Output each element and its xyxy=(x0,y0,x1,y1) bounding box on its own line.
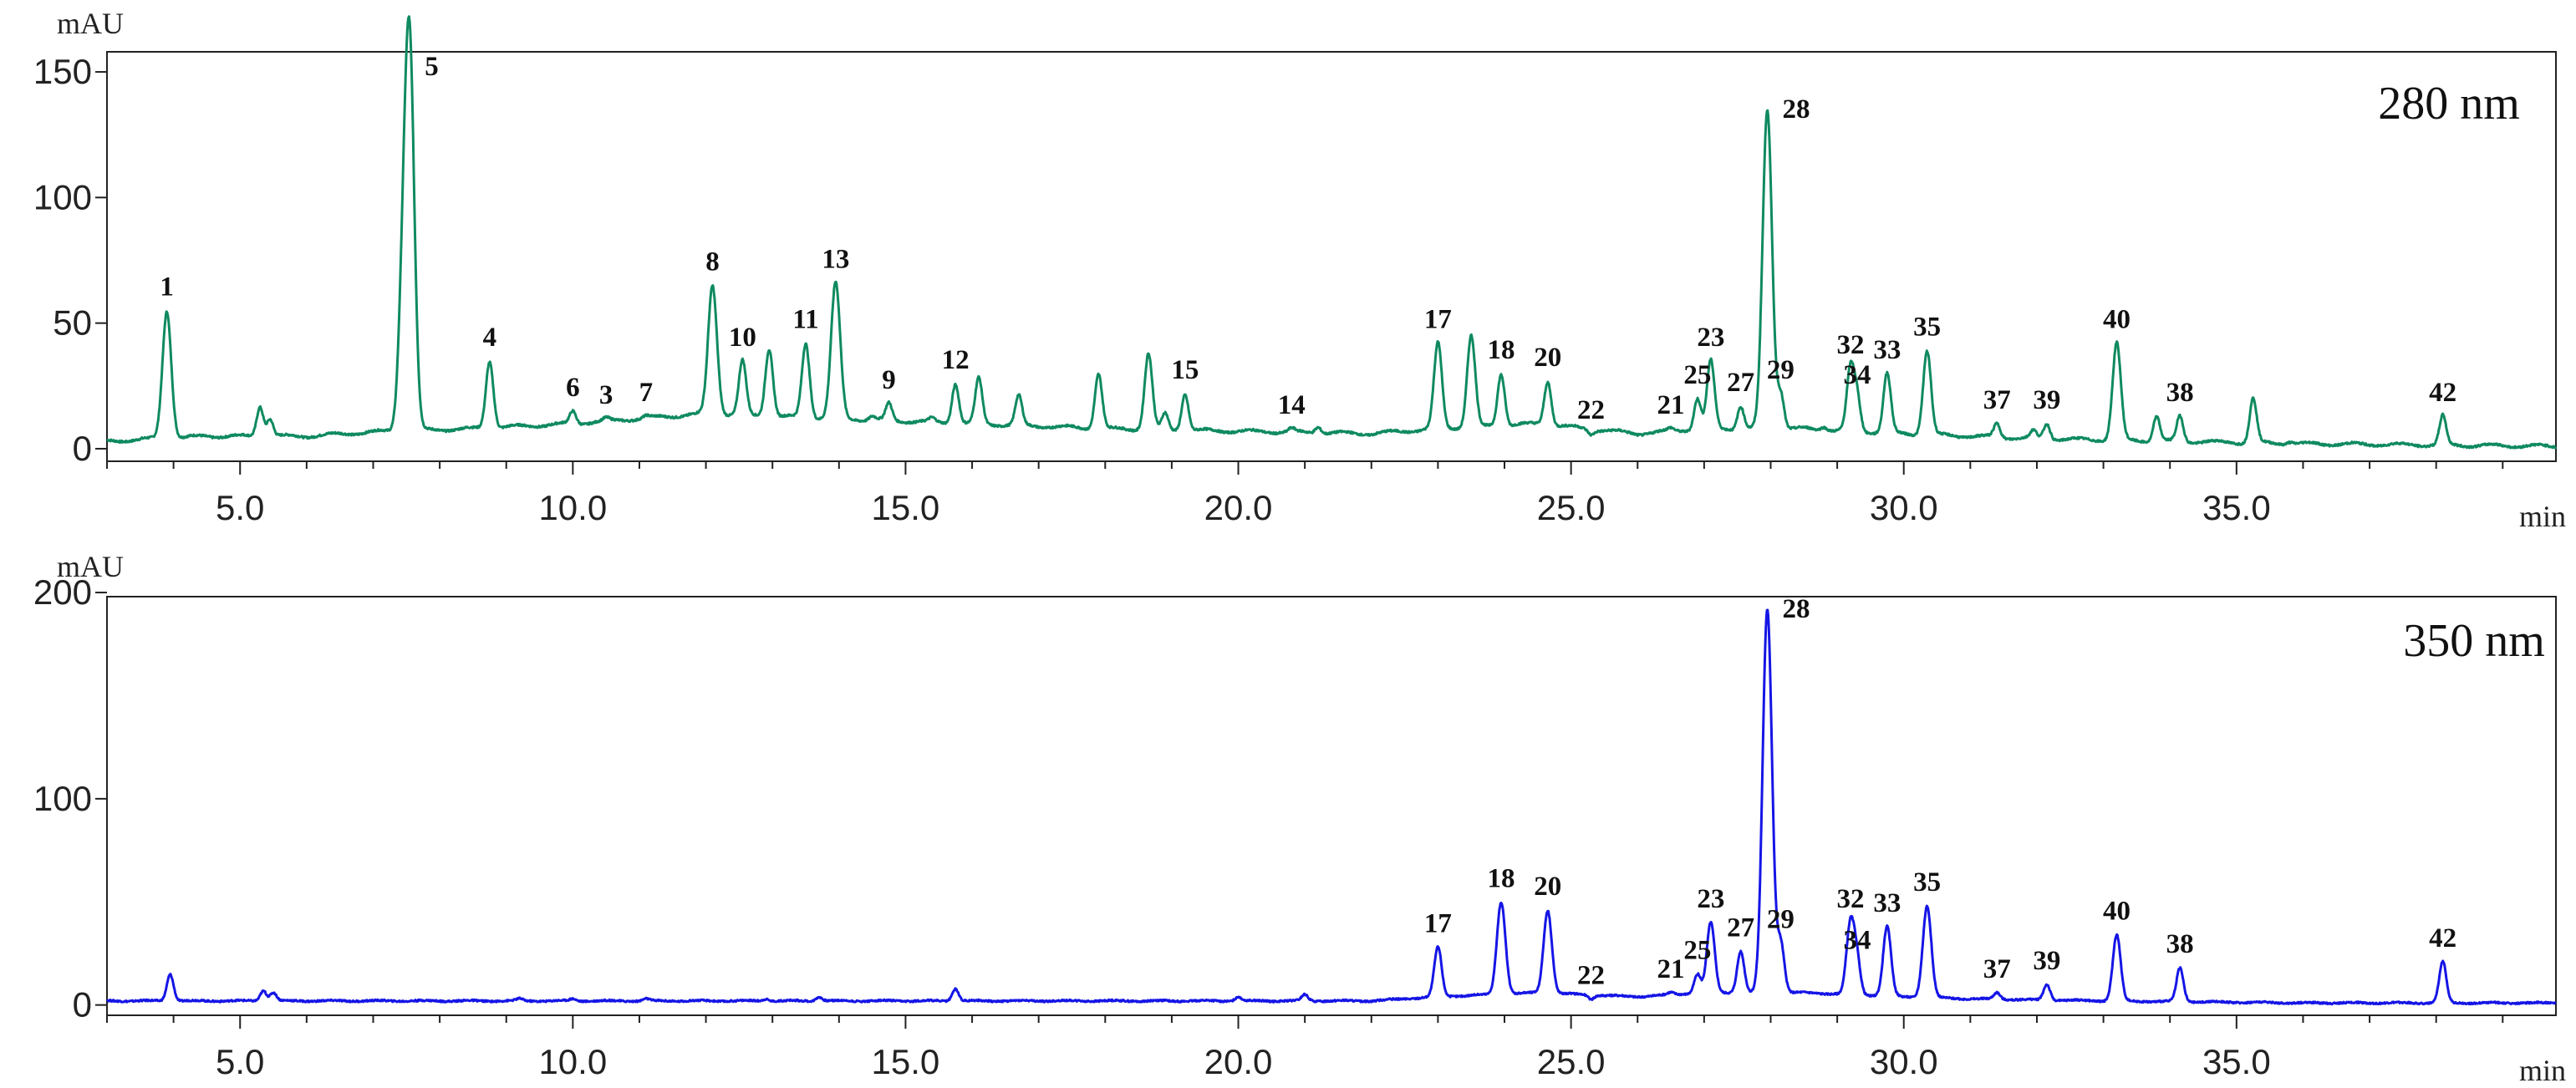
peak-label: 39 xyxy=(2033,946,2060,976)
y-tick-label: 200 xyxy=(33,572,92,612)
peak-label: 32 xyxy=(1837,884,1865,914)
peak-label: 40 xyxy=(2103,305,2131,335)
peak-label: 28 xyxy=(1783,94,1810,125)
peak-label: 8 xyxy=(705,247,720,277)
peak-label: 17 xyxy=(1424,909,1452,939)
peak-label: 18 xyxy=(1488,863,1515,893)
peak-label: 14 xyxy=(1278,390,1306,420)
peak-label: 37 xyxy=(1983,954,2011,984)
y-tick-label: 0 xyxy=(73,985,92,1024)
peak-label: 34 xyxy=(1843,925,1871,955)
y-axis-unit: mAU xyxy=(57,550,124,583)
panel-280nm: 0 50 100 150 mAU 5.0 10.0 15.0 20.0 25.0 30.0 35.0 m… xyxy=(33,7,2566,533)
peak-label: 12 xyxy=(942,345,970,375)
wavelength-label: 350 nm xyxy=(2403,615,2545,667)
y-axis-unit: mAU xyxy=(57,7,124,40)
chromatogram-trace xyxy=(106,15,2558,450)
x-tick-label: 25.0 xyxy=(1537,1042,1606,1081)
x-tick-label: 10.0 xyxy=(538,488,607,527)
x-tick-label: 35.0 xyxy=(2202,488,2271,527)
peak-label: 3 xyxy=(599,380,613,410)
x-tick-label: 20.0 xyxy=(1204,488,1273,527)
peak-label: 7 xyxy=(639,378,654,408)
peak-label: 18 xyxy=(1488,335,1515,365)
y-tick-label: 0 xyxy=(73,429,92,468)
x-axis-unit: min xyxy=(2519,1054,2566,1087)
peak-label: 33 xyxy=(1873,335,1901,365)
peak-label: 38 xyxy=(2166,929,2194,959)
peak-label: 11 xyxy=(792,305,818,335)
y-tick-label: 100 xyxy=(33,177,92,216)
peak-label: 15 xyxy=(1171,355,1199,385)
peak-label: 17 xyxy=(1424,305,1452,335)
peak-label: 23 xyxy=(1697,323,1724,353)
y-tick-label: 150 xyxy=(33,52,92,91)
x-tick-label: 5.0 xyxy=(216,488,264,527)
y-tick-label: 100 xyxy=(33,779,92,818)
peak-label: 29 xyxy=(1767,905,1795,935)
peak-label: 34 xyxy=(1843,360,1871,390)
peak-label: 42 xyxy=(2429,378,2456,408)
peak-label: 1 xyxy=(160,272,174,303)
x-tick-label: 10.0 xyxy=(538,1042,607,1081)
peak-label: 5 xyxy=(425,52,439,82)
peak-label: 37 xyxy=(1983,385,2011,415)
peak-label: 39 xyxy=(2033,385,2060,415)
peak-label: 20 xyxy=(1534,343,1561,373)
peak-label: 35 xyxy=(1913,867,1941,897)
peak-label: 35 xyxy=(1913,313,1941,343)
x-tick-label: 15.0 xyxy=(872,1042,940,1081)
x-tick-label: 20.0 xyxy=(1204,1042,1273,1081)
plot-frame xyxy=(106,51,2557,462)
peak-label: 28 xyxy=(1783,594,1810,624)
peak-label: 27 xyxy=(1727,368,1754,398)
peak-label: 13 xyxy=(822,245,849,275)
peak-label: 4 xyxy=(483,323,497,353)
chromatogram-trace xyxy=(105,608,2557,1006)
peak-label: 21 xyxy=(1657,954,1685,984)
peak-label: 22 xyxy=(1577,960,1605,990)
peak-label: 32 xyxy=(1837,330,1865,360)
x-tick-label: 25.0 xyxy=(1537,488,1606,527)
x-tick-label: 15.0 xyxy=(872,488,940,527)
x-axis-unit: min xyxy=(2519,500,2566,533)
y-tick-label: 50 xyxy=(53,303,92,343)
x-tick-label: 30.0 xyxy=(1870,1042,1938,1081)
peak-label: 21 xyxy=(1657,390,1685,420)
peak-label: 22 xyxy=(1577,395,1605,425)
plot-frame xyxy=(106,596,2557,1016)
peak-label: 27 xyxy=(1727,913,1754,943)
x-tick-label: 35.0 xyxy=(2202,1042,2271,1081)
peak-label: 42 xyxy=(2429,923,2456,953)
peak-label: 25 xyxy=(1683,936,1711,966)
x-tick-label: 5.0 xyxy=(216,1042,264,1081)
peak-label: 40 xyxy=(2103,897,2131,927)
peak-label: 23 xyxy=(1697,884,1724,914)
peak-label: 6 xyxy=(566,373,580,403)
peak-label: 20 xyxy=(1534,872,1561,902)
peak-label: 38 xyxy=(2166,378,2194,408)
peak-label: 25 xyxy=(1683,360,1711,390)
peak-label: 29 xyxy=(1767,355,1795,385)
x-tick-label: 30.0 xyxy=(1870,488,1938,527)
peak-label: 9 xyxy=(882,365,896,395)
peak-label: 10 xyxy=(729,323,756,353)
peak-label: 33 xyxy=(1873,888,1901,918)
wavelength-label: 280 nm xyxy=(2378,78,2520,130)
